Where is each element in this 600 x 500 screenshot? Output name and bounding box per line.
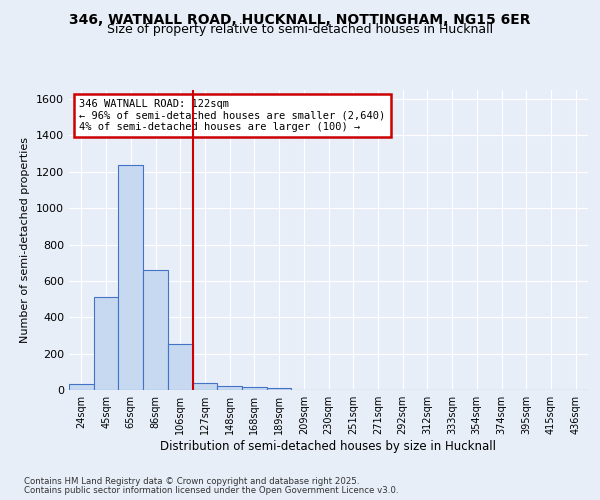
Bar (143, 270, 168, 390)
Text: 346 WATNALL ROAD: 122sqm
← 96% of semi-detached houses are smaller (2,640)
4% of: 346 WATNALL ROAD: 122sqm ← 96% of semi-d… (79, 99, 386, 132)
Text: 346, WATNALL ROAD, HUCKNALL, NOTTINGHAM, NG15 6ER: 346, WATNALL ROAD, HUCKNALL, NOTTINGHAM,… (69, 12, 531, 26)
Bar (168, 344, 193, 390)
Bar (217, 386, 242, 390)
Text: Size of property relative to semi-detached houses in Hucknall: Size of property relative to semi-detach… (107, 24, 493, 36)
Bar (94, 298, 118, 390)
Y-axis label: Number of semi-detached properties: Number of semi-detached properties (20, 137, 31, 343)
X-axis label: Distribution of semi-detached houses by size in Hucknall: Distribution of semi-detached houses by … (161, 440, 497, 453)
Bar (69, 384, 94, 390)
Bar (193, 382, 217, 390)
Bar (242, 386, 267, 390)
Bar (118, 166, 143, 390)
Text: Contains public sector information licensed under the Open Government Licence v3: Contains public sector information licen… (24, 486, 398, 495)
Text: Contains HM Land Registry data © Crown copyright and database right 2025.: Contains HM Land Registry data © Crown c… (24, 477, 359, 486)
Bar (267, 388, 292, 390)
